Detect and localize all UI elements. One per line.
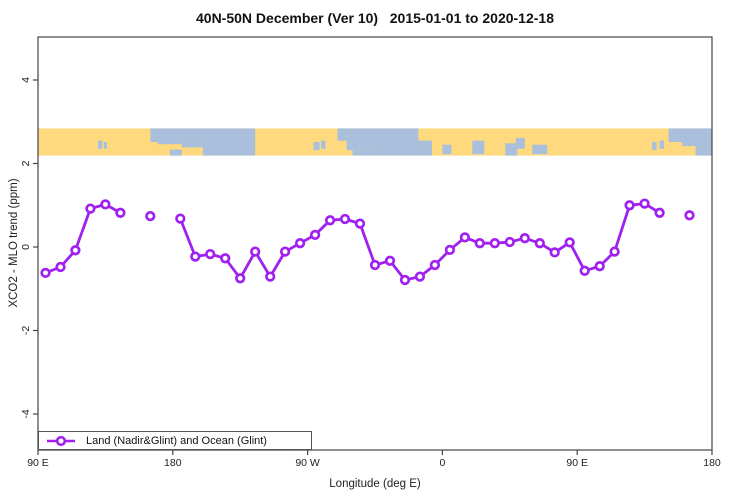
data-point — [384, 255, 396, 266]
data-point — [654, 207, 665, 218]
map-band-ocean — [682, 128, 712, 147]
data-point — [459, 232, 471, 243]
map-band-ocean — [352, 150, 375, 156]
map-band — [38, 128, 712, 156]
data-point — [265, 271, 276, 282]
data-point — [279, 246, 291, 257]
legend: Land (Nadir&Glint) and Ocean (Glint) — [38, 431, 312, 450]
x-tick-label: 90 E — [566, 457, 588, 469]
map-band-ocean — [321, 140, 326, 149]
map-band-ocean — [505, 143, 518, 156]
data-point — [414, 271, 426, 282]
data-point — [250, 246, 261, 257]
y-tick-label: 2 — [20, 160, 32, 166]
data-point — [549, 247, 560, 258]
data-point — [324, 215, 336, 226]
map-band-ocean — [337, 128, 347, 141]
data-point — [444, 244, 456, 256]
data-point — [70, 245, 81, 256]
data-point — [684, 210, 695, 221]
x-axis-ticks: 90 E 180 90 W 0 90 E 180 — [27, 450, 721, 469]
map-band-ocean — [652, 141, 657, 151]
x-axis-label: Longitude (deg E) — [329, 478, 421, 490]
map-band-ocean — [181, 128, 203, 148]
x-tick-label: 90 W — [295, 457, 320, 469]
x-tick-label: 0 — [439, 457, 445, 469]
series-line — [44, 202, 122, 275]
data-point — [534, 238, 545, 249]
map-band-ocean — [532, 144, 548, 155]
map-band-ocean — [202, 128, 256, 156]
data-point — [40, 267, 51, 279]
map-band-ocean — [97, 140, 103, 149]
map-band-ocean — [169, 149, 182, 156]
map-band-ocean — [668, 128, 683, 142]
x-tick-label: 90 E — [27, 457, 49, 469]
data-point — [205, 248, 216, 260]
map-band-ocean — [157, 128, 182, 145]
data-point — [309, 229, 321, 241]
map-band-ocean — [150, 128, 160, 142]
data-point — [474, 238, 485, 249]
map-band-ocean — [515, 137, 525, 149]
data-point — [55, 261, 66, 273]
map-band-ocean — [418, 140, 432, 156]
y-tick-label: 0 — [20, 244, 32, 250]
data-point — [429, 259, 441, 271]
map-band-ocean — [442, 144, 452, 155]
data-series — [40, 198, 695, 286]
map-band-ocean — [103, 141, 107, 149]
y-axis-label: XCO2 - MLO trend (ppm) — [8, 178, 20, 308]
x-tick-label: 180 — [703, 457, 721, 469]
data-point — [220, 253, 231, 264]
data-point — [85, 203, 96, 214]
map-band-ocean — [472, 140, 485, 155]
data-point — [489, 238, 500, 249]
data-point — [115, 207, 126, 218]
y-tick-label: 4 — [20, 77, 32, 83]
data-point — [339, 213, 351, 225]
plot-title: 40N-50N December (Ver 10) 2015-01-01 to … — [196, 10, 554, 26]
map-band-ocean — [375, 128, 419, 156]
plot-box — [37, 36, 713, 451]
data-point — [294, 238, 306, 249]
data-point — [639, 198, 650, 209]
y-tick-label: -4 — [20, 409, 32, 418]
data-point — [369, 259, 381, 271]
data-point — [190, 251, 201, 262]
data-point — [145, 210, 156, 222]
map-band-ocean — [346, 128, 375, 151]
map-band-ocean — [659, 140, 665, 149]
data-point — [399, 274, 411, 286]
data-point — [175, 213, 186, 224]
data-point — [519, 233, 530, 244]
y-tick-label: -2 — [20, 326, 32, 335]
map-band-ocean — [695, 146, 712, 156]
data-point — [504, 236, 515, 248]
legend-label: Land (Nadir&Glint) and Ocean (Glint) — [86, 434, 267, 447]
data-point — [564, 237, 575, 248]
map-band-ocean — [313, 141, 320, 151]
data-point — [609, 246, 620, 257]
data-point — [594, 261, 605, 272]
y-axis-ticks: 4 2 0 -2 -4 — [20, 77, 38, 419]
data-point — [579, 265, 590, 276]
data-point — [624, 200, 635, 211]
data-point — [235, 273, 246, 284]
legend-line-marker-icon — [47, 435, 75, 446]
x-tick-label: 180 — [164, 457, 182, 469]
data-point — [354, 218, 366, 229]
data-point — [100, 199, 111, 210]
